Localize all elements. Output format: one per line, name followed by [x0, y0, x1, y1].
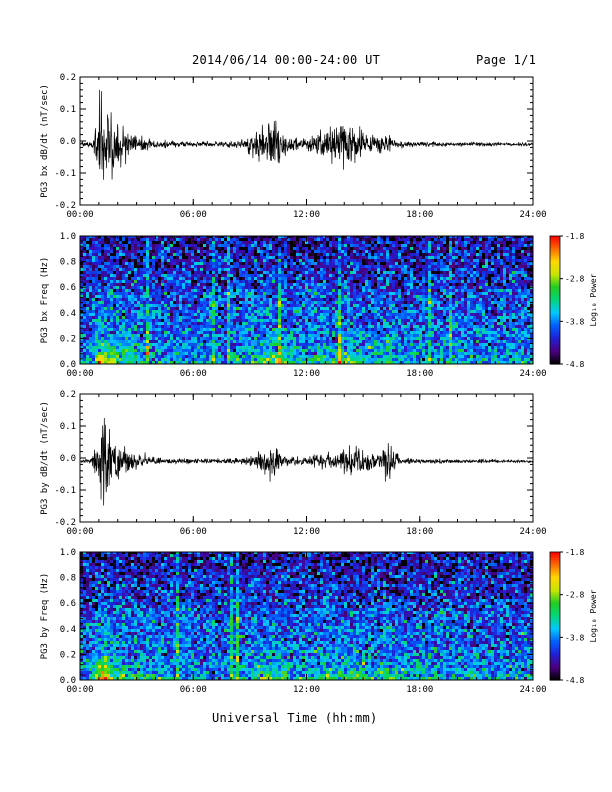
y-tick-label: 0.2	[60, 650, 76, 660]
series-line	[80, 418, 533, 505]
panel-4: 1.00.80.60.40.20.000:00 06:00 12:00 18:00 24…	[40, 548, 547, 695]
y-tick-label: 1.0	[60, 548, 76, 558]
colorbar-2: -1.8 -2.8 -3.8 -4.8 Log₁₀ Power	[550, 548, 598, 685]
x-tick-label: 00:00	[66, 527, 93, 537]
colorbar-tick-label: -3.8	[565, 633, 584, 642]
y-axis-label: PG3 bx Freq (Hz)	[40, 257, 50, 344]
y-axis-label: PG3 by dB/dt (nT/sec)	[40, 401, 50, 515]
x-tick-label: 00:00	[66, 369, 93, 379]
colorbar-label: Log₁₀ Power	[589, 589, 598, 642]
y-tick-label: 0.0	[60, 454, 76, 464]
x-tick-label: 12:00	[293, 685, 320, 695]
y-tick-label: 0.8	[60, 258, 76, 268]
colorbar-tick-label: -2.8	[565, 591, 584, 600]
y-tick-label: 1.0	[60, 232, 76, 242]
colorbar-label: Log₁₀ Power	[589, 273, 598, 326]
y-tick-label: 0.2	[60, 390, 76, 400]
colorbar-tick-label: -4.8	[565, 360, 584, 369]
plot-frame	[80, 77, 533, 205]
x-tick-label: 12:00	[293, 210, 320, 220]
x-tick-label: 24:00	[519, 210, 546, 220]
y-tick-label: 0.1	[60, 422, 76, 432]
x-tick-label: 24:00	[519, 685, 546, 695]
panel-1: 0.20.10.0-0.1-0.200:00 06:00 12:00 18:00 24:…	[40, 73, 547, 220]
colorbar-tick-label: -4.8	[565, 676, 584, 685]
y-tick-label: 0.1	[60, 105, 76, 115]
x-tick-label: 24:00	[519, 527, 546, 537]
x-tick-label: 06:00	[180, 369, 207, 379]
x-tick-label: 06:00	[180, 685, 207, 695]
y-axis-label: PG3 by Freq (Hz)	[40, 573, 50, 660]
x-tick-label: 12:00	[293, 369, 320, 379]
x-tick-label: 24:00	[519, 369, 546, 379]
y-tick-label: 0.6	[60, 599, 76, 609]
y-tick-label: 0.0	[60, 137, 76, 147]
x-tick-label: 06:00	[180, 527, 207, 537]
colorbar-1: -1.8 -2.8 -3.8 -4.8 Log₁₀ Power	[550, 232, 598, 369]
y-tick-label: -0.1	[54, 486, 76, 496]
series-line	[80, 90, 533, 180]
colorbar-tick-label: -1.8	[565, 548, 584, 557]
colorbar-tick-label: -3.8	[565, 317, 584, 326]
y-tick-label: 0.2	[60, 334, 76, 344]
spectrogram-cells	[80, 552, 533, 680]
y-tick-label: 0.2	[60, 73, 76, 83]
y-tick-label: -0.1	[54, 169, 76, 179]
y-tick-label: 0.8	[60, 574, 76, 584]
plot-frame	[80, 394, 533, 522]
x-tick-label: 00:00	[66, 685, 93, 695]
x-tick-label: 00:00	[66, 210, 93, 220]
colorbar-tick-label: -2.8	[565, 275, 584, 284]
x-tick-label: 18:00	[406, 369, 433, 379]
y-axis-label: PG3 bx dB/dt (nT/sec)	[40, 84, 50, 198]
x-tick-label: 18:00	[406, 527, 433, 537]
y-tick-label: 0.4	[60, 625, 76, 635]
spectrogram-cells	[80, 236, 533, 364]
x-tick-label: 18:00	[406, 210, 433, 220]
panel-3: 0.20.10.0-0.1-0.200:00 06:00 12:00 18:00 24:…	[40, 390, 547, 537]
x-tick-label: 06:00	[180, 210, 207, 220]
y-tick-label: 0.4	[60, 309, 76, 319]
x-tick-label: 12:00	[293, 527, 320, 537]
panel-2: 1.00.80.60.40.20.000:00 06:00 12:00 18:00 24…	[40, 232, 547, 379]
colorbar-tick-label: -1.8	[565, 232, 584, 241]
y-tick-label: 0.6	[60, 283, 76, 293]
x-axis-label: Universal Time (hh:mm)	[212, 711, 378, 725]
x-tick-label: 18:00	[406, 685, 433, 695]
